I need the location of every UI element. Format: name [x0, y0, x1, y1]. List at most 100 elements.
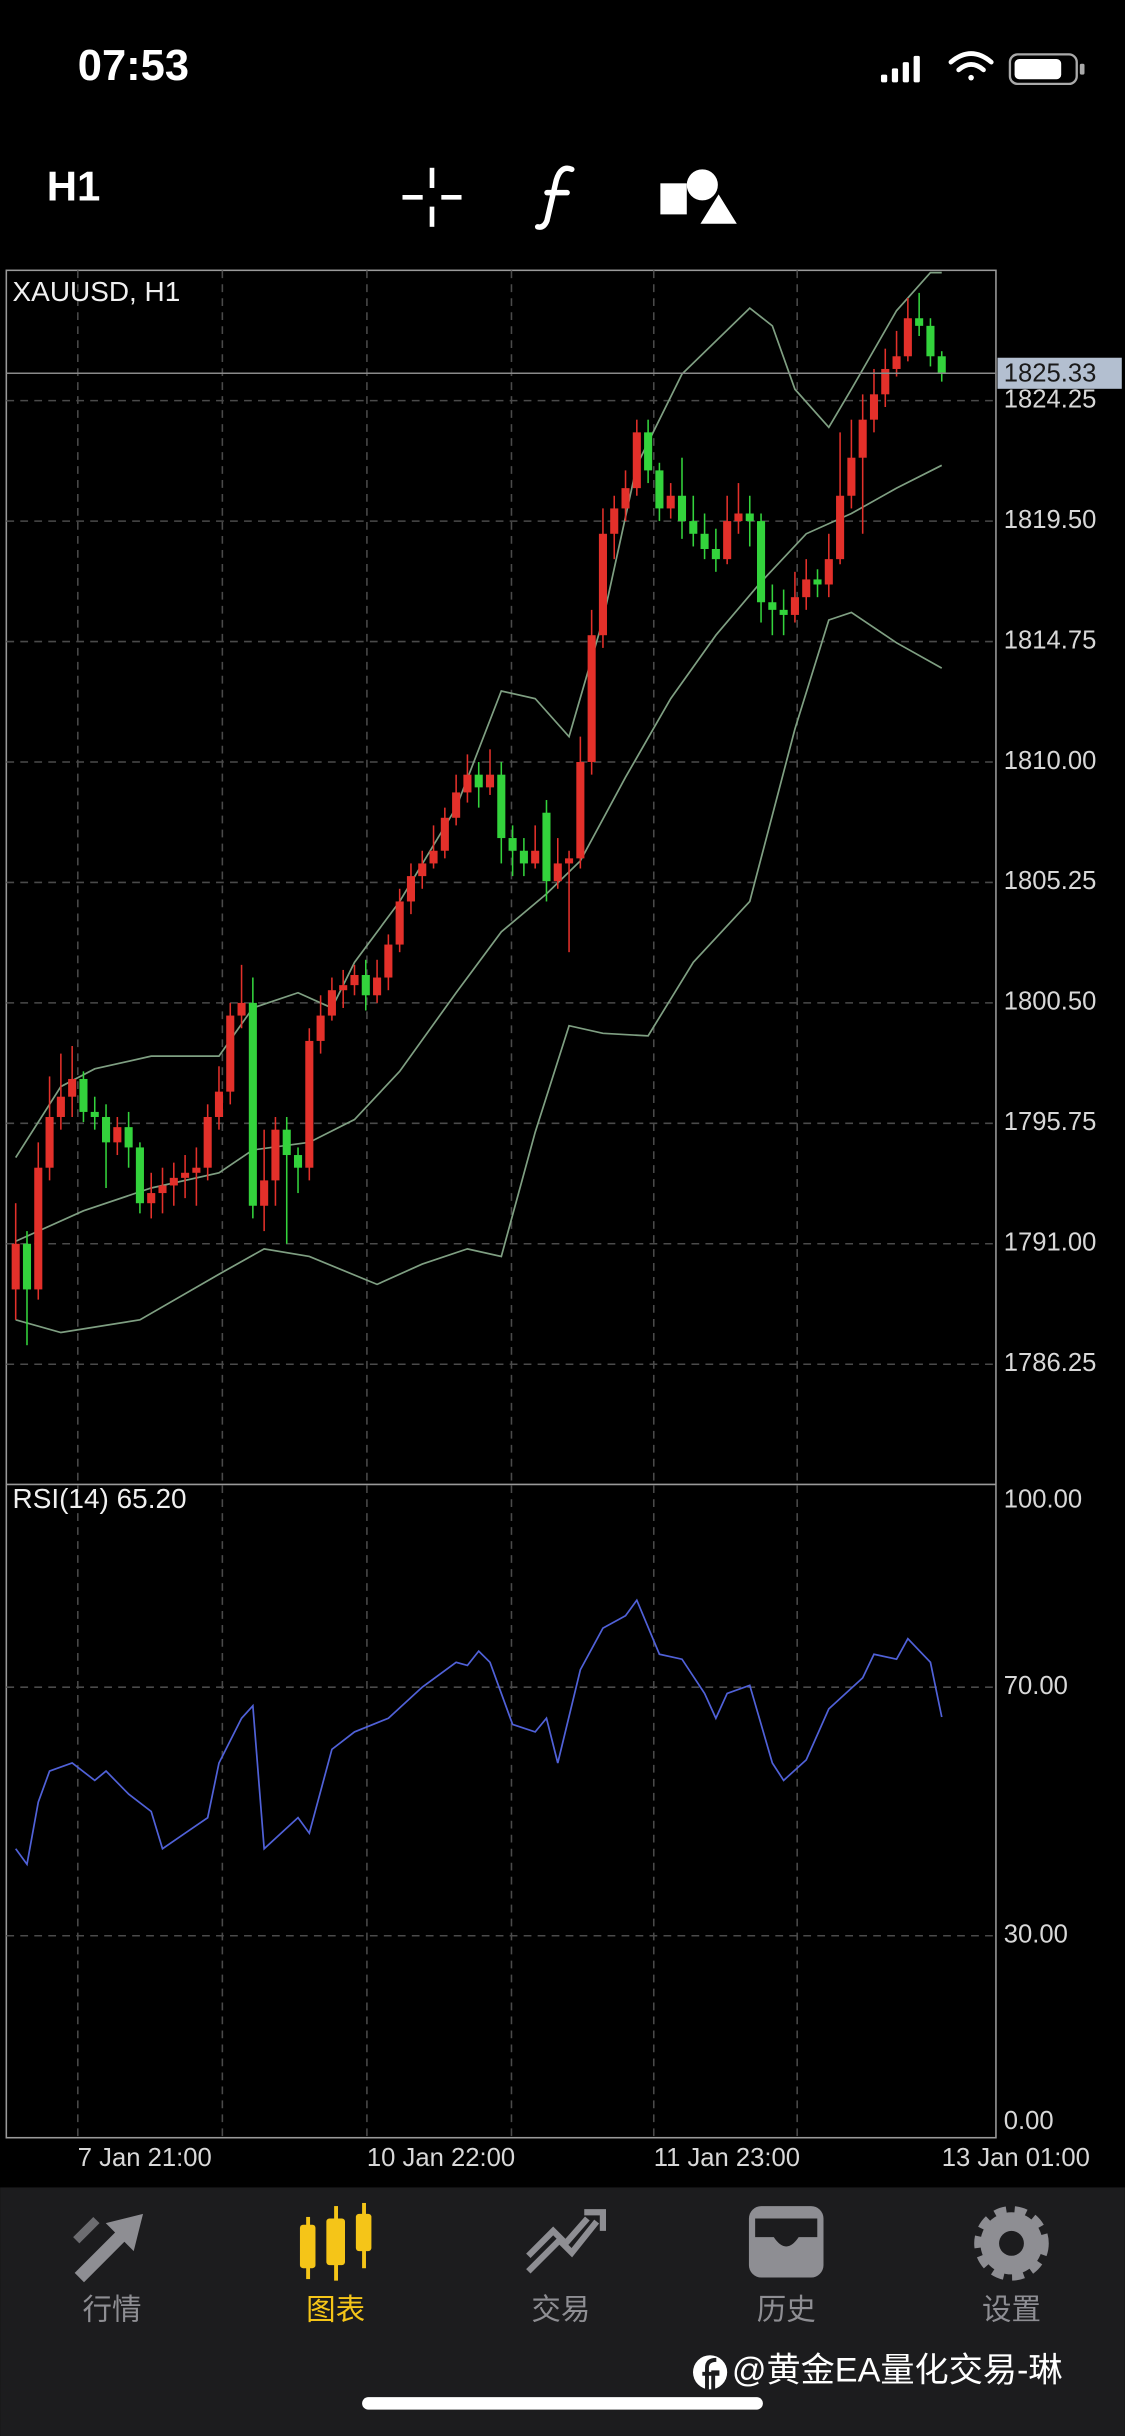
candle-body	[305, 1040, 314, 1168]
objects-button[interactable]	[660, 169, 743, 227]
watermark-icon	[693, 2355, 728, 2390]
candle-body	[632, 432, 641, 489]
candle-body	[135, 1147, 144, 1204]
candle-body	[452, 792, 461, 818]
candle-body	[113, 1127, 122, 1143]
battery-icon	[1008, 53, 1085, 86]
candle-body	[248, 1002, 257, 1206]
candle-body	[519, 850, 528, 864]
history-icon	[748, 2206, 824, 2278]
y-tick-label: 100.00	[1004, 1486, 1082, 1514]
bollinger-band	[15, 611, 943, 1334]
candle-body	[429, 850, 438, 864]
candle-body	[406, 876, 415, 902]
tab-labels: 行情 图表 交易 历史 设置	[82, 2294, 1041, 2327]
y-tick-label: 1795.75	[1004, 1108, 1097, 1136]
bollinger-band	[15, 464, 943, 1243]
candle-body	[587, 635, 596, 762]
tab-label[interactable]: 行情	[82, 2294, 141, 2327]
home-indicator	[362, 2397, 763, 2410]
bollinger-band	[14, 271, 942, 1159]
chart-frame	[5, 269, 997, 2139]
candle-body	[56, 1096, 65, 1117]
indicator-title: RSI(14) 65.20	[13, 1483, 187, 1514]
tab-label[interactable]: 图表	[306, 2294, 365, 2327]
crosshair-button[interactable]	[402, 167, 462, 227]
candle-body	[508, 838, 517, 851]
timeframe[interactable]: H1	[47, 163, 101, 210]
candle-body	[418, 863, 427, 877]
candle-body	[666, 495, 675, 509]
current-price-label: 1825.33	[1004, 360, 1097, 388]
x-tick-label: 11 Jan 23:00	[654, 2144, 800, 2172]
candle-body	[293, 1155, 303, 1168]
tab-label[interactable]: 历史	[757, 2294, 816, 2327]
chart-title: XAUUSD, H1	[13, 276, 181, 307]
candle-body	[576, 761, 585, 859]
candle-body	[271, 1129, 280, 1181]
x-tick-label: 7 Jan 21:00	[78, 2144, 212, 2172]
y-tick-label: 30.00	[1004, 1921, 1068, 1949]
candle-body	[485, 774, 495, 788]
candle-body	[745, 513, 754, 522]
candle-body	[565, 858, 574, 864]
candle-body	[497, 774, 506, 839]
candle-body	[937, 356, 946, 374]
chart-layer: 1824.25 1819.50 1814.75 1810.00 1805.25 1800.…	[6, 270, 1122, 2172]
candle-body	[395, 901, 404, 945]
candle-body	[926, 325, 935, 357]
candle-body	[655, 470, 664, 509]
candle-body	[440, 817, 449, 851]
candle-body	[553, 863, 562, 882]
candle-body	[192, 1167, 201, 1173]
y-tick-label: 1814.75	[1004, 626, 1097, 654]
candle-body	[813, 579, 822, 585]
candle-body	[68, 1078, 77, 1097]
signal-icon	[880, 55, 920, 83]
indicator-button[interactable]	[534, 165, 575, 230]
candle-body	[802, 579, 811, 598]
x-tick-label: 10 Jan 22:00	[367, 2144, 515, 2172]
candle-body	[881, 368, 890, 395]
watermark: @黄金EA量化交易-琳	[732, 2351, 1063, 2389]
tab-label[interactable]: 设置	[982, 2294, 1041, 2327]
y-tick-label: 1810.00	[1004, 747, 1097, 775]
current-price-box	[997, 357, 1122, 389]
quotes-icon	[73, 2213, 144, 2283]
y-tick-label: 1786.25	[1004, 1349, 1097, 1377]
candle-body	[903, 318, 912, 357]
candle-body	[836, 495, 845, 560]
rsi-line	[14, 1598, 943, 1867]
candle-body	[226, 1015, 235, 1092]
candle-body	[644, 432, 653, 471]
candle-body	[203, 1116, 212, 1168]
candle-body	[621, 488, 630, 509]
candle-body	[327, 990, 336, 1016]
tab-label[interactable]: 交易	[531, 2294, 590, 2327]
settings-icon	[974, 2206, 1049, 2281]
candle-body	[892, 356, 901, 369]
candle-body	[158, 1185, 167, 1194]
candle-body	[90, 1111, 99, 1117]
candle-body	[474, 774, 483, 788]
tab-bar	[0, 2187, 1125, 2436]
candle-body	[79, 1078, 88, 1112]
candle-body	[361, 974, 370, 996]
candle-body	[869, 394, 879, 420]
candle-body	[237, 1002, 246, 1016]
candle-body	[102, 1116, 111, 1143]
candle-body	[214, 1091, 224, 1117]
x-tick-label: 13 Jan 01:00	[942, 2144, 1090, 2172]
candle-body	[790, 597, 799, 615]
candle-body	[700, 533, 709, 549]
wifi-icon	[948, 51, 994, 81]
y-tick-label: 1800.50	[1004, 988, 1097, 1016]
y-tick-label: 1824.25	[1004, 385, 1097, 413]
candle-body	[169, 1177, 178, 1186]
candle-body	[779, 609, 788, 615]
candle-body	[711, 548, 720, 560]
candle-body	[734, 513, 743, 522]
candle-body	[824, 559, 833, 585]
